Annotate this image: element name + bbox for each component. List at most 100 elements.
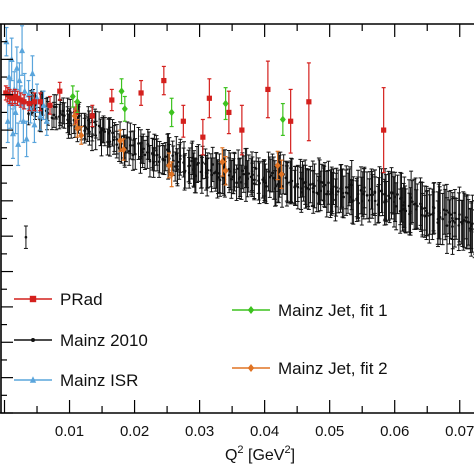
legend-label: PRad <box>60 290 103 309</box>
mainz-2010-point-marker <box>87 118 90 122</box>
mainz-2010-point-marker <box>441 217 444 221</box>
mainz-2010-point-marker <box>325 192 329 196</box>
mainz-2010-point-marker <box>199 170 203 174</box>
mainz-2010-point-marker <box>27 112 30 115</box>
mainz-isr-point-marker <box>29 69 36 77</box>
legend-entry-mainz-jet-fit-2: Mainz Jet, fit 2 <box>232 359 388 378</box>
mainz-2010-point-marker <box>242 172 246 176</box>
mainz-2010-point-marker <box>235 181 238 185</box>
prad-point-marker <box>31 99 38 105</box>
mainz-jet-fit-2-point-marker <box>168 170 175 179</box>
mainz-2010-point-marker <box>84 126 88 129</box>
series-mainz-2010 <box>23 89 474 259</box>
prad-point-marker <box>306 99 312 105</box>
mainz-2010-point-marker <box>368 193 372 197</box>
legend-marker <box>29 295 37 303</box>
prad-point-marker <box>381 127 387 133</box>
legend: PRad Mainz 2010 Mainz ISR Mainz Jet, fit 1 M… <box>14 290 388 390</box>
mainz-2010-point-marker <box>127 149 131 153</box>
mainz-jet-fit-1-point-marker <box>222 99 229 108</box>
mainz-2010-point-marker <box>178 157 182 161</box>
mainz-2010-point-marker <box>227 167 231 171</box>
mainz-2010-point-marker <box>331 191 334 195</box>
mainz-2010-point-marker <box>148 159 152 163</box>
mainz-2010-point-marker <box>240 180 243 184</box>
mainz-isr-point-marker <box>6 73 13 80</box>
mainz-2010-point-marker <box>102 127 105 131</box>
legend-label: Mainz 2010 <box>60 331 148 350</box>
mainz-2010-point-marker <box>296 185 300 189</box>
axes-layer: 0.01 0.02 0.03 0.04 0.05 0.06 0.07 <box>0 23 474 440</box>
mainz-jet-fit-1-point-marker <box>168 108 175 117</box>
mainz-2010-point-marker <box>187 171 191 175</box>
mainz-2010-point-marker <box>153 146 156 150</box>
mainz-2010-point-marker <box>458 213 461 216</box>
mainz-2010-point-marker <box>394 205 398 208</box>
mainz-isr-point-marker <box>16 76 23 84</box>
mainz-2010-point-marker <box>274 184 278 188</box>
prad-point-marker <box>180 118 186 124</box>
mainz-2010-point-marker <box>183 169 187 173</box>
legend-label: Mainz ISR <box>60 371 138 390</box>
prad-point-marker <box>288 118 294 124</box>
prad-point-marker <box>200 134 206 140</box>
mainz-2010-point-marker <box>52 105 56 109</box>
prad-point-marker <box>14 95 21 101</box>
prad-point-marker <box>37 99 43 105</box>
mainz-2010-point-marker <box>404 209 408 213</box>
mainz-2010-point-marker <box>426 211 429 215</box>
mainz-2010-point-marker <box>58 111 62 115</box>
prad-point-marker <box>57 88 63 94</box>
prad-point-marker <box>265 86 271 93</box>
series-mainz-jet-fit-2 <box>71 106 285 190</box>
mainz-2010-point-marker <box>262 176 266 180</box>
mainz-2010-point-marker <box>419 202 422 206</box>
mainz-2010-point-marker <box>453 211 457 215</box>
mainz-2010-point-marker <box>469 224 473 228</box>
mainz-2010-point-marker <box>300 191 303 194</box>
mainz-2010-point-marker <box>163 158 166 162</box>
mainz-2010-point-marker <box>378 189 381 193</box>
legend-marker <box>247 364 255 372</box>
mainz-2010-point-marker <box>68 110 72 113</box>
mainz-2010-point-marker <box>175 152 178 156</box>
mainz-2010-point-marker <box>466 220 470 224</box>
mainz-2010-point-marker <box>254 167 258 170</box>
x-axis-title: Q2 [GeV2] <box>225 444 295 464</box>
mainz-2010-point-marker <box>157 160 161 164</box>
mainz-2010-point-marker <box>365 194 369 197</box>
legend-entry-mainz-jet-fit-1: Mainz Jet, fit 1 <box>232 301 388 320</box>
mainz-2010-point-marker <box>251 173 254 176</box>
mainz-isr-point-marker <box>19 46 26 54</box>
mainz-isr-point-marker <box>40 101 47 108</box>
mainz-2010-point-marker <box>129 137 132 140</box>
prad-point-marker <box>21 99 27 105</box>
mainz-2010-point-marker <box>24 235 28 239</box>
mainz-2010-point-marker <box>381 192 384 196</box>
mainz-2010-point-marker <box>141 147 145 151</box>
mainz-2010-point-marker <box>253 178 256 182</box>
mainz-isr-point-marker <box>15 140 22 147</box>
mainz-2010-point-marker <box>322 181 325 185</box>
mainz-isr-point-marker <box>23 135 30 142</box>
mainz-2010-point-marker <box>396 193 399 196</box>
mainz-2010-point-marker <box>230 177 233 181</box>
mainz-2010-point-marker <box>436 217 440 221</box>
mainz-2010-point-marker <box>388 196 391 200</box>
mainz-2010-point-marker <box>323 183 327 187</box>
mainz-2010-point-marker <box>471 222 474 225</box>
prad-point-marker <box>89 113 95 119</box>
legend-label: Mainz Jet, fit 1 <box>278 301 388 320</box>
prad-point-marker <box>239 127 245 133</box>
mainz-2010-point-marker <box>290 179 294 183</box>
mainz-2010-point-marker <box>390 192 393 195</box>
mainz-2010-point-marker <box>334 193 338 196</box>
mainz-jet-fit-2-point-marker <box>117 136 124 145</box>
mainz-2010-point-marker <box>264 181 267 185</box>
mainz-2010-point-marker <box>103 130 107 133</box>
mainz-2010-point-marker <box>108 129 112 133</box>
mainz-2010-point-marker <box>438 215 442 219</box>
mainz-2010-point-marker <box>209 169 213 172</box>
legend-entry-mainz-2010: Mainz 2010 <box>14 331 148 350</box>
